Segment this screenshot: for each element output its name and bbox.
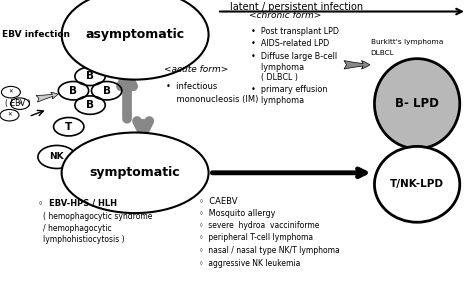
- Ellipse shape: [62, 0, 209, 79]
- Text: <acute form>: <acute form>: [164, 65, 228, 74]
- Text: ( EBV ): ( EBV ): [5, 99, 30, 108]
- Text: asymptomatic: asymptomatic: [85, 28, 185, 41]
- Text: EBV infection: EBV infection: [2, 30, 70, 39]
- Text: B: B: [86, 71, 94, 81]
- Text: •  Post transplant LPD: • Post transplant LPD: [251, 26, 339, 36]
- Text: B: B: [103, 86, 110, 96]
- Text: lymphohistiocytosis ): lymphohistiocytosis ): [43, 235, 124, 244]
- Text: •  primary effusion: • primary effusion: [251, 85, 328, 94]
- Text: lymphoma: lymphoma: [251, 96, 304, 105]
- Text: B- LPD: B- LPD: [395, 97, 439, 110]
- Text: •  AIDS-related LPD: • AIDS-related LPD: [251, 39, 329, 48]
- Text: ✕: ✕: [9, 90, 13, 95]
- Text: ✕: ✕: [18, 101, 22, 106]
- Text: •  Diffuse large B-cell: • Diffuse large B-cell: [251, 52, 337, 61]
- Text: T: T: [65, 122, 73, 132]
- Text: ◦  aggressive NK leukemia: ◦ aggressive NK leukemia: [199, 259, 301, 268]
- Ellipse shape: [374, 146, 460, 222]
- Text: Burkitt's lymphoma: Burkitt's lymphoma: [371, 39, 443, 45]
- Text: ✕: ✕: [7, 113, 12, 118]
- Text: ◦  nasal / nasal type NK/T lymphoma: ◦ nasal / nasal type NK/T lymphoma: [199, 246, 340, 255]
- Text: mononucleosis (IM): mononucleosis (IM): [166, 95, 258, 104]
- Text: T/NK-LPD: T/NK-LPD: [390, 179, 444, 189]
- Text: ◦  CAEBV: ◦ CAEBV: [199, 197, 237, 206]
- Ellipse shape: [62, 132, 209, 213]
- Text: NK: NK: [50, 152, 64, 162]
- Text: ( DLBCL ): ( DLBCL ): [251, 73, 298, 82]
- Text: ◦  EBV-HPS / HLH: ◦ EBV-HPS / HLH: [38, 198, 117, 208]
- Text: •  infectious: • infectious: [166, 82, 217, 91]
- Text: B: B: [86, 100, 94, 110]
- Text: / hemophagocytic: / hemophagocytic: [43, 223, 111, 233]
- Text: ◦  Mosquito allergy: ◦ Mosquito allergy: [199, 209, 275, 218]
- Text: symptomatic: symptomatic: [90, 166, 181, 179]
- Text: DLBCL: DLBCL: [371, 50, 394, 56]
- Ellipse shape: [374, 59, 460, 149]
- Text: ◦  peripheral T-cell lymphoma: ◦ peripheral T-cell lymphoma: [199, 233, 313, 242]
- Text: <chronic form>: <chronic form>: [249, 11, 321, 20]
- Text: B: B: [70, 86, 77, 96]
- Text: lymphoma: lymphoma: [251, 63, 304, 72]
- Text: ◦  severe  hydroa  vacciniforme: ◦ severe hydroa vacciniforme: [199, 221, 319, 230]
- Text: latent / persistent infection: latent / persistent infection: [230, 2, 363, 12]
- Text: ( hemophagocytic syndrome: ( hemophagocytic syndrome: [43, 212, 152, 221]
